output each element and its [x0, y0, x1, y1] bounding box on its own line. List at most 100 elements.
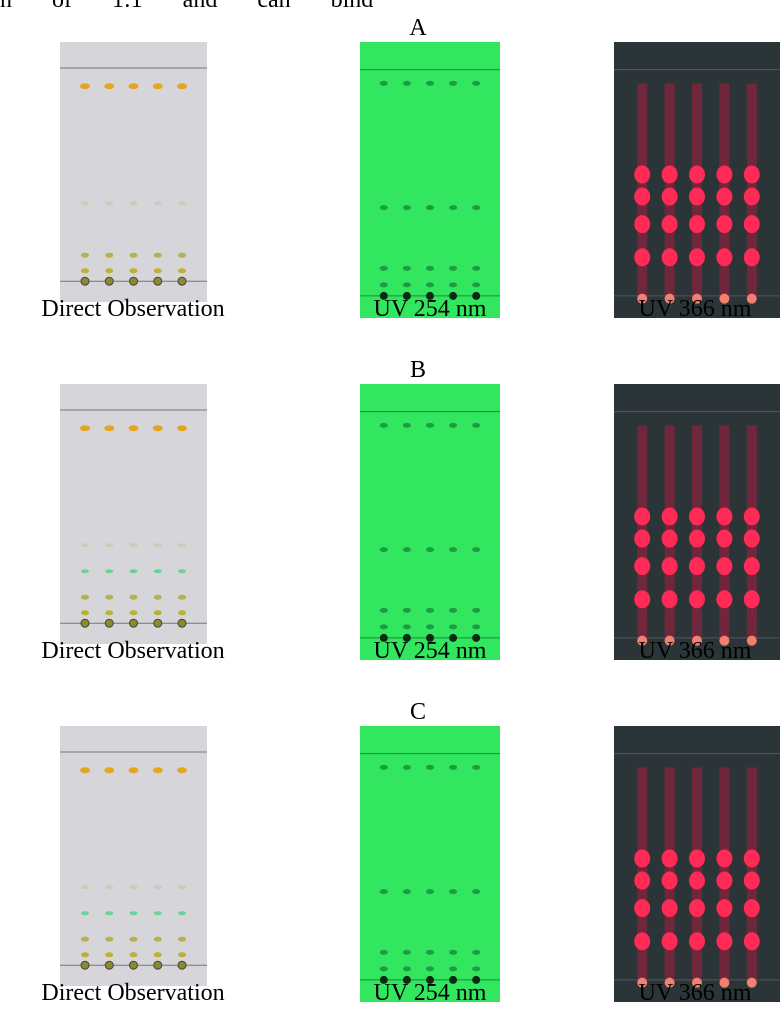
fluorescent-band [716, 899, 732, 917]
olive-spot [178, 595, 186, 600]
yellow-spot [129, 767, 139, 773]
origin-spot [105, 619, 113, 627]
quenched-spot [426, 608, 434, 613]
yellow-spot [104, 425, 114, 431]
fluorescent-band [744, 248, 760, 266]
fluorescent-band [744, 899, 760, 917]
quenched-spot [403, 966, 411, 971]
fluorescent-band [716, 507, 732, 525]
fluorescent-band [634, 899, 650, 917]
fluorescent-band [716, 165, 732, 183]
olive-spot [130, 952, 138, 957]
origin-spot [130, 277, 138, 285]
fluorescent-band [716, 215, 732, 233]
fluorescent-band [689, 872, 705, 890]
tlc-plate [360, 726, 500, 1002]
fluorescent-band [744, 590, 760, 608]
quenched-spot [403, 950, 411, 955]
fluorescent-band [689, 165, 705, 183]
plate-background [60, 42, 207, 302]
panel-label: C [410, 700, 426, 724]
tlc-plate [614, 42, 780, 318]
fluorescent-band [662, 849, 678, 867]
green-spot [105, 569, 113, 573]
olive-spot [154, 937, 162, 942]
fluorescent-band [634, 872, 650, 890]
olive-spot [130, 253, 138, 258]
olive-spot [130, 937, 138, 942]
quenched-spot [426, 765, 434, 770]
header-fragment: n of 1:1 and can bind [0, 0, 373, 14]
fluorescent-band [716, 188, 732, 206]
fluorescent-band [744, 165, 760, 183]
olive-spot [130, 610, 138, 615]
quenched-spot [403, 282, 411, 287]
fluorescent-band [716, 590, 732, 608]
fluorescent-band [634, 932, 650, 950]
olive-spot [81, 610, 89, 615]
yellow-spot [153, 425, 163, 431]
quenched-spot [449, 966, 457, 971]
faint-spot [154, 543, 162, 547]
quenched-spot [472, 282, 480, 287]
quenched-spot [472, 81, 480, 86]
quenched-spot [380, 624, 388, 629]
quenched-spot [449, 624, 457, 629]
quenched-spot [380, 966, 388, 971]
fluorescent-band [716, 849, 732, 867]
figure: n of 1:1 and can bind ADirect Observatio… [0, 0, 780, 1032]
quenched-spot [403, 765, 411, 770]
fluorescent-band [689, 215, 705, 233]
fluorescent-band [662, 590, 678, 608]
fluorescent-band [662, 530, 678, 548]
fluorescent-band [634, 530, 650, 548]
quenched-spot [472, 266, 480, 271]
origin-spot [178, 277, 186, 285]
quenched-spot [449, 423, 457, 428]
panel-label: B [410, 358, 426, 382]
quenched-spot [380, 608, 388, 613]
olive-spot [81, 937, 89, 942]
origin-spot [130, 619, 138, 627]
olive-spot [105, 937, 113, 942]
faint-spot [178, 543, 186, 547]
quenched-spot [449, 547, 457, 552]
green-spot [154, 569, 162, 573]
quenched-spot [403, 205, 411, 210]
tlc-plate [614, 726, 780, 1002]
quenched-spot [426, 966, 434, 971]
quenched-spot [472, 950, 480, 955]
quenched-spot [426, 266, 434, 271]
yellow-spot [80, 83, 90, 89]
plate-caption: UV 254 nm [374, 297, 487, 321]
quenched-spot [403, 624, 411, 629]
quenched-spot [472, 608, 480, 613]
olive-spot [178, 610, 186, 615]
yellow-spot [129, 425, 139, 431]
plate-background [60, 384, 207, 644]
fluorescent-band [662, 248, 678, 266]
tlc-plate [60, 726, 207, 986]
fluorescent-band [716, 872, 732, 890]
olive-spot [105, 610, 113, 615]
fluorescent-band [689, 507, 705, 525]
faint-spot [105, 201, 113, 205]
quenched-spot [449, 266, 457, 271]
faint-spot [178, 885, 186, 889]
fluorescent-band [689, 932, 705, 950]
fluorescent-band [634, 165, 650, 183]
olive-spot [178, 268, 186, 273]
quenched-spot [449, 205, 457, 210]
quenched-spot [380, 266, 388, 271]
tlc-plate [614, 384, 780, 660]
yellow-spot [153, 83, 163, 89]
quenched-spot [380, 889, 388, 894]
faint-spot [81, 885, 89, 889]
quenched-spot [403, 266, 411, 271]
yellow-spot [104, 767, 114, 773]
tlc-plate [60, 384, 207, 644]
faint-spot [105, 885, 113, 889]
fluorescent-band [689, 849, 705, 867]
quenched-spot [426, 81, 434, 86]
fluorescent-band [662, 165, 678, 183]
